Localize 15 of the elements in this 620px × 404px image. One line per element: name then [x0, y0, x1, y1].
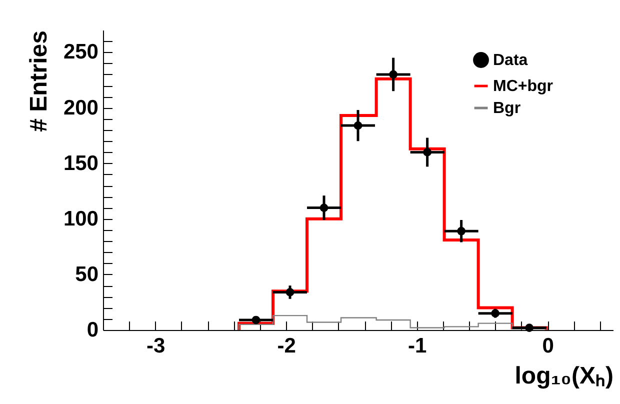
y-tick-label: 100 — [63, 207, 98, 230]
legend-label: Data — [493, 52, 528, 69]
y-tick-label: 150 — [63, 152, 98, 175]
x-tick-label: -1 — [408, 334, 427, 358]
legend-label: Bgr — [493, 100, 521, 117]
x-axis-title: log₁₀(Xₕ) — [514, 362, 614, 390]
y-tick-label: 0 — [86, 318, 98, 342]
y-tick-label: 250 — [63, 40, 98, 64]
y-tick-label: 200 — [63, 96, 98, 120]
y-tick-label: 50 — [75, 262, 98, 286]
x-tick-label: -3 — [146, 334, 166, 358]
y-axis-title: # Entries — [25, 30, 52, 132]
x-tick-label: 0 — [542, 334, 554, 358]
x-tick-label: -2 — [277, 334, 296, 358]
legend-label: MC+bgr — [493, 78, 553, 95]
